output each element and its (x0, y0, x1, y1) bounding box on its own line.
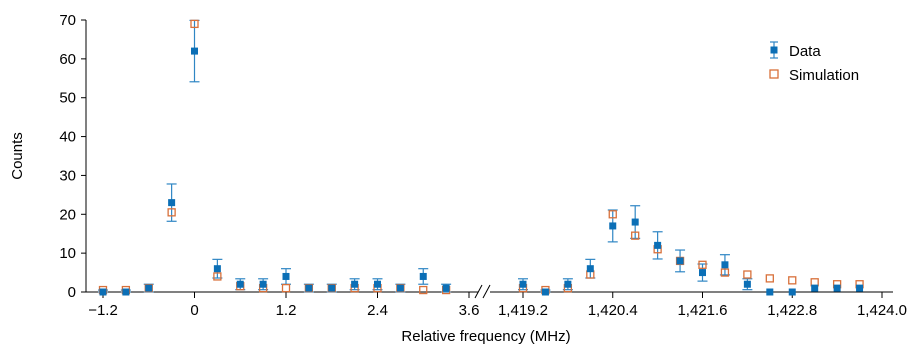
data-point (811, 284, 819, 292)
axes (85, 20, 893, 299)
simulation-point (213, 272, 222, 281)
data-point (586, 265, 594, 273)
x-tick-label: 1.2 (276, 302, 297, 319)
data-point (699, 269, 706, 277)
data-point (305, 284, 313, 292)
x-ticks: −1.2 0 1.2 2.4 3.6 1,419.2 1,420.4 1,421.6 1,422… (88, 292, 907, 319)
x-tick-label: 1,421.6 (677, 302, 727, 319)
data-point (168, 199, 176, 207)
y-tick-label: 40 (59, 129, 76, 146)
data-point (191, 47, 198, 55)
y-tick-label: 50 (59, 90, 76, 107)
simulation-point (631, 231, 640, 240)
x-tick-label: 1,420.4 (588, 302, 638, 319)
data-point (99, 288, 107, 296)
data-point (396, 284, 404, 292)
data-point (442, 284, 450, 292)
x-tick-label: 1,422.8 (767, 302, 817, 319)
simulation-point (788, 276, 797, 285)
simulation-point (167, 208, 176, 217)
data-point (721, 261, 729, 269)
data-point (282, 272, 290, 280)
data-series (99, 47, 864, 296)
data-point (213, 265, 221, 273)
x-tick-label: 1,419.2 (498, 302, 548, 319)
y-tick-label: 0 (68, 284, 76, 301)
data-point (609, 222, 617, 230)
data-point (374, 280, 381, 288)
x-axis-label: Relative frequency (MHz) (401, 328, 570, 345)
y-axis-label: Counts (9, 132, 26, 180)
y-tick-label: 10 (59, 245, 76, 262)
data-point (541, 288, 549, 296)
data-point (259, 280, 267, 288)
legend-data-marker (770, 41, 778, 59)
x-tick-label: 0 (190, 302, 198, 319)
data-point (631, 218, 639, 226)
data-point (328, 284, 336, 292)
x-tick-label: 3.6 (459, 302, 480, 319)
data-point (564, 280, 572, 288)
data-point (654, 241, 662, 249)
simulation-point (419, 285, 428, 295)
simulation-point (190, 19, 199, 29)
axis-break-marker (474, 284, 491, 299)
data-point (236, 280, 244, 288)
x-tick-label: −1.2 (88, 302, 118, 319)
y-tick-label: 70 (59, 12, 76, 29)
data-point (519, 280, 527, 288)
x-tick-label: 1,424.0 (857, 302, 907, 319)
simulation-series (98, 19, 864, 295)
legend-label-simulation: Simulation (789, 67, 859, 84)
x-tick-label: 2.4 (367, 302, 388, 319)
data-point (856, 284, 864, 292)
simulation-point (608, 210, 617, 219)
data-point (676, 257, 684, 265)
y-tick-label: 60 (59, 51, 76, 68)
legend: Data Simulation (769, 41, 859, 84)
data-point (419, 272, 427, 280)
data-point (351, 280, 359, 288)
data-point (766, 288, 774, 296)
legend-simulation-marker (769, 69, 779, 79)
data-point (145, 284, 153, 292)
y-tick-label: 30 (59, 167, 76, 184)
simulation-point (698, 260, 707, 269)
data-point (122, 288, 130, 296)
data-point (743, 280, 751, 288)
legend-label-data: Data (789, 43, 821, 60)
data-point (833, 284, 841, 292)
data-point (788, 288, 796, 296)
y-ticks: 0 10 20 30 40 50 60 70 (59, 12, 86, 301)
simulation-point (720, 268, 730, 277)
simulation-point (743, 270, 752, 279)
simulation-point (765, 274, 774, 283)
simulation-point (281, 283, 291, 293)
y-tick-label: 20 (59, 206, 76, 223)
